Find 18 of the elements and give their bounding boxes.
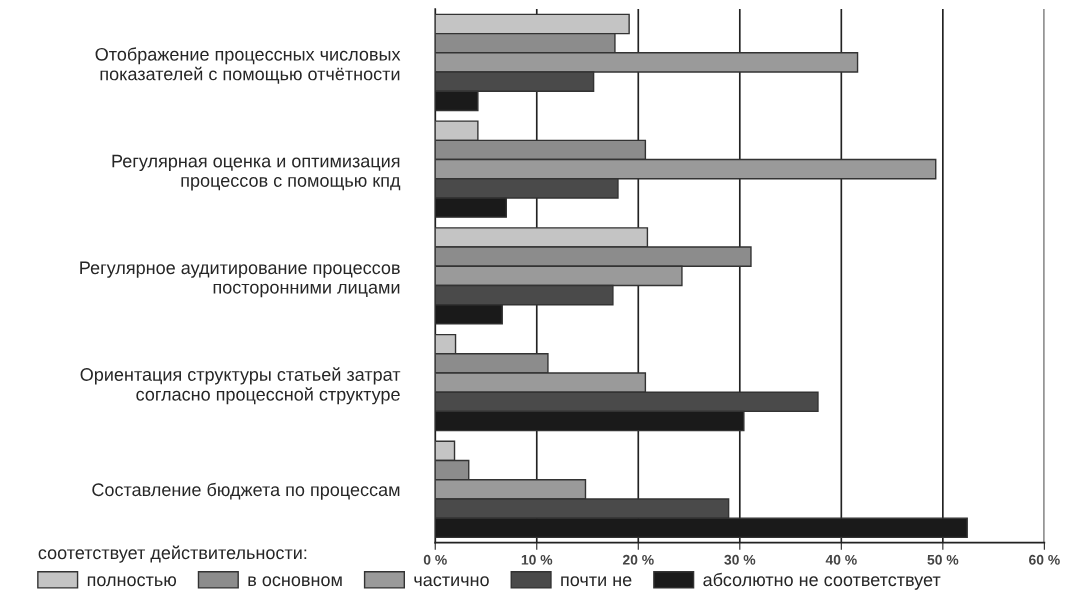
x-tick-label: 30 %	[724, 554, 756, 565]
y-tick-label: Регулярное аудитирование процессов посторонними лицами	[80, 261, 400, 298]
legend-label: в основном	[248, 576, 342, 587]
legend-label: абсолютно не соответствует	[703, 572, 941, 590]
x-tick-label: 40 %	[825, 554, 857, 565]
x-tick-label: 0 %	[423, 554, 447, 565]
x-tick-label: 10 %	[521, 554, 553, 565]
x-tick-label: 50 %	[927, 554, 959, 565]
x-tick-label: 20 %	[622, 554, 654, 565]
y-tick-label: Регулярная оценка и оптимизация процессов с помощью кпд	[112, 154, 401, 191]
legend-label: почти не	[561, 576, 632, 587]
y-tick-label: Ориентация структуры статьей затрат согласно процессной структуре	[80, 367, 401, 405]
y-tick-label: Составление бюджета по процессам	[92, 482, 400, 500]
x-tick-label: 60 %	[1029, 554, 1060, 565]
legend-label: полностью	[87, 576, 177, 587]
legend-title: соотетствует действительности:	[38, 545, 307, 563]
legend-label: частично	[414, 576, 489, 587]
y-tick-label: Отображение процессных числовых показателей с помощью отчётности	[95, 47, 401, 84]
